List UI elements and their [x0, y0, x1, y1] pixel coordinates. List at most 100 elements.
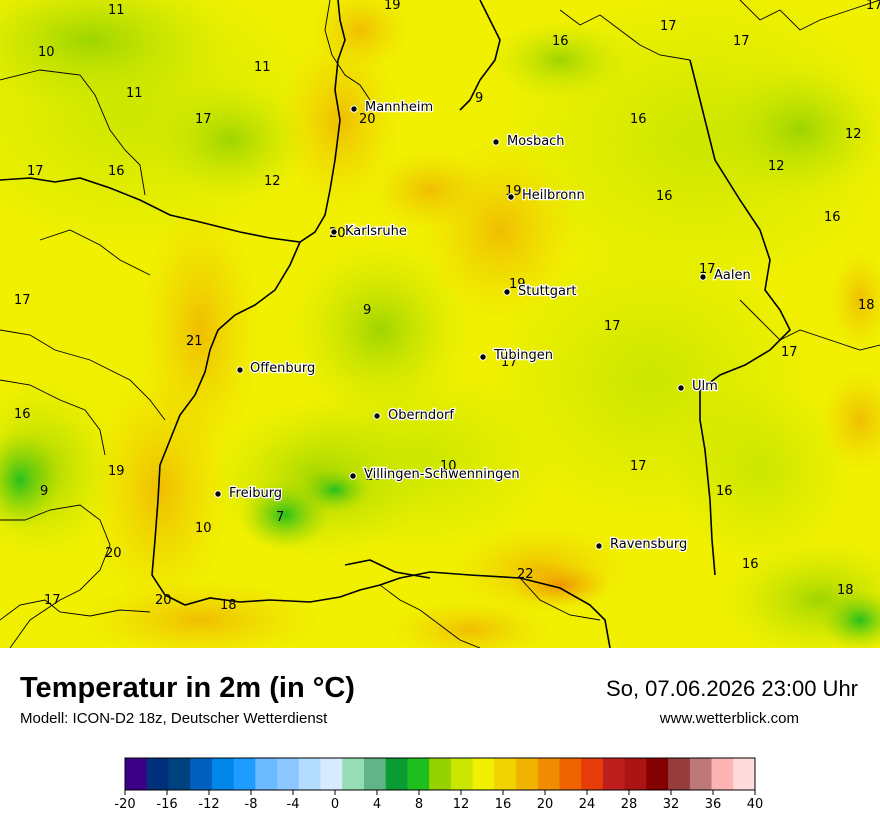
- temp-label: 9: [475, 91, 483, 106]
- city-label-villingen-schwenningen: Villingen-Schwenningen: [364, 467, 520, 482]
- legend-swatch: [125, 758, 148, 790]
- map-title: Temperatur in 2m (in °C): [20, 672, 355, 704]
- temp-label: 16: [716, 484, 733, 499]
- temp-label: 18: [220, 598, 237, 613]
- temp-label: 20: [155, 593, 172, 608]
- legend-tick-label: 32: [663, 797, 680, 812]
- city-label-heilbronn: Heilbronn: [522, 188, 585, 203]
- legend-tick-label: 36: [705, 797, 722, 812]
- legend-swatch: [537, 758, 560, 790]
- legend-swatch: [233, 758, 256, 790]
- temperature-field: [0, 0, 880, 648]
- city-marker: [330, 228, 338, 236]
- city-marker: [503, 288, 511, 296]
- legend-tick-label: 16: [495, 797, 512, 812]
- temp-label: 17: [781, 345, 798, 360]
- legend-swatch: [255, 758, 278, 790]
- legend-frame: [124, 757, 756, 791]
- thin-borders: [0, 0, 880, 648]
- legend-tick-label: 40: [747, 797, 764, 812]
- legend-swatch: [733, 758, 756, 790]
- model-source: Modell: ICON-D2 18z, Deutscher Wetterdie…: [20, 710, 328, 727]
- temp-label: 10: [38, 45, 55, 60]
- city-marker: [699, 273, 707, 281]
- legend-swatch: [668, 758, 691, 790]
- temp-label: 12: [845, 127, 862, 142]
- cities: Mannheim Mosbach Heilbronn Karlsruhe Aal…: [214, 99, 752, 553]
- temp-label: 11: [254, 60, 271, 75]
- city-label-karlsruhe: Karlsruhe: [345, 224, 407, 239]
- city-label-freiburg: Freiburg: [229, 486, 282, 501]
- temp-label: 17: [27, 164, 44, 179]
- legend-swatch: [472, 758, 495, 790]
- temp-label: 10: [440, 459, 457, 474]
- legend-tick-label: -4: [287, 797, 300, 812]
- temp-label: 19: [509, 277, 526, 292]
- temp-label: 16: [824, 210, 841, 225]
- temp-label: 18: [837, 583, 854, 598]
- temp-label: 17: [14, 293, 31, 308]
- city-marker: [350, 105, 358, 113]
- temperature-labels: 11 19 17 10 11 17 11 17 16 9 20 16 12 17…: [14, 0, 880, 613]
- temp-label: 17: [866, 0, 880, 13]
- city-label-ravensburg: Ravensburg: [610, 537, 687, 552]
- temp-label: 7: [276, 510, 284, 525]
- temp-label: 11: [126, 86, 143, 101]
- legend-swatch: [190, 758, 213, 790]
- city-marker: [507, 193, 515, 201]
- legend-swatch: [407, 758, 430, 790]
- legend-swatch: [516, 758, 539, 790]
- temp-label: 17: [699, 262, 716, 277]
- forecast-datetime: So, 07.06.2026 23:00 Uhr: [606, 676, 858, 701]
- legend-swatch: [559, 758, 582, 790]
- legend-swatches: [125, 758, 756, 790]
- city-marker: [595, 542, 603, 550]
- legend-swatch: [320, 758, 343, 790]
- legend-tick-label: 12: [453, 797, 470, 812]
- city-marker: [373, 412, 381, 420]
- city-label-mannheim: Mannheim: [365, 100, 433, 115]
- legend-tick-label: 24: [579, 797, 596, 812]
- temp-label: 11: [108, 3, 125, 18]
- city-marker: [214, 490, 222, 498]
- temp-label: 20: [105, 546, 122, 561]
- city-label-offenburg: Offenburg: [250, 361, 315, 376]
- temp-label: 17: [195, 112, 212, 127]
- temp-label: 20: [359, 112, 376, 127]
- temperature-map: 11 19 17 10 11 17 11 17 16 9 20 16 12 17…: [0, 0, 880, 648]
- temp-label: 16: [656, 189, 673, 204]
- temp-label: 22: [517, 567, 534, 582]
- temp-label: 19: [384, 0, 401, 13]
- city-label-stuttgart: Stuttgart: [518, 284, 576, 299]
- temp-label: 9: [40, 484, 48, 499]
- temp-label: 17: [604, 319, 621, 334]
- legend-swatch: [494, 758, 517, 790]
- temp-label: 12: [768, 159, 785, 174]
- temp-label: 19: [108, 464, 125, 479]
- legend-tick-label: -12: [198, 797, 219, 812]
- legend-swatch: [342, 758, 365, 790]
- legend-tick-label: 28: [621, 797, 638, 812]
- legend-swatch: [450, 758, 474, 790]
- legend-ticks: -20 -16 -12 -8 -4 0 4 8 12 16 20 24 28 32 36 40: [114, 790, 763, 812]
- temp-label: 21: [186, 334, 203, 349]
- legend-tick-label: 4: [373, 797, 381, 812]
- city-marker: [236, 366, 244, 374]
- temp-label: 17: [660, 19, 677, 34]
- legend-swatch: [429, 758, 452, 790]
- temp-label: 17: [630, 459, 647, 474]
- legend-swatch: [711, 758, 734, 790]
- legend-swatch: [298, 758, 322, 790]
- city-marker: [479, 353, 487, 361]
- website-link[interactable]: www.wetterblick.com: [659, 710, 799, 727]
- legend-swatch: [277, 758, 300, 790]
- legend-swatch: [168, 758, 191, 790]
- color-legend: -20 -16 -12 -8 -4 0 4 8 12 16 20 24 28 32 36 40: [114, 757, 763, 812]
- city-marker: [492, 138, 500, 146]
- legend-tick-label: -8: [245, 797, 258, 812]
- temp-label: 17: [44, 593, 61, 608]
- legend-swatch: [689, 758, 713, 790]
- temp-label: 16: [108, 164, 125, 179]
- temp-label: 16: [630, 112, 647, 127]
- temp-label: 17: [501, 355, 518, 370]
